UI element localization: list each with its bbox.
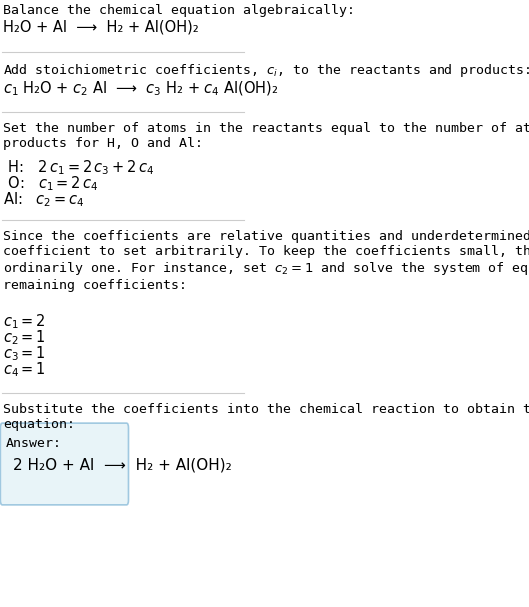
Text: Balance the chemical equation algebraically:: Balance the chemical equation algebraica… bbox=[3, 4, 355, 17]
Text: H₂O + Al  ⟶  H₂ + Al(OH)₂: H₂O + Al ⟶ H₂ + Al(OH)₂ bbox=[3, 20, 199, 35]
Text: Al:   $c_2 = c_4$: Al: $c_2 = c_4$ bbox=[3, 190, 85, 209]
Text: 2 H₂O + Al  ⟶  H₂ + Al(OH)₂: 2 H₂O + Al ⟶ H₂ + Al(OH)₂ bbox=[13, 458, 232, 473]
Text: $c_3 = 1$: $c_3 = 1$ bbox=[3, 344, 46, 363]
Text: $c_1 = 2$: $c_1 = 2$ bbox=[3, 312, 46, 331]
Text: H:   $2\,c_1 = 2\,c_3 + 2\,c_4$: H: $2\,c_1 = 2\,c_3 + 2\,c_4$ bbox=[3, 158, 154, 177]
FancyBboxPatch shape bbox=[1, 423, 129, 505]
Text: Answer:: Answer: bbox=[6, 437, 62, 450]
Text: $c_2 = 1$: $c_2 = 1$ bbox=[3, 328, 46, 347]
Text: Set the number of atoms in the reactants equal to the number of atoms in the
pro: Set the number of atoms in the reactants… bbox=[3, 122, 529, 150]
Text: O:   $c_1 = 2\,c_4$: O: $c_1 = 2\,c_4$ bbox=[3, 174, 98, 192]
Text: $c_1$ H₂O + $c_2$ Al  ⟶  $c_3$ H₂ + $c_4$ Al(OH)₂: $c_1$ H₂O + $c_2$ Al ⟶ $c_3$ H₂ + $c_4$ … bbox=[3, 80, 279, 98]
Text: Substitute the coefficients into the chemical reaction to obtain the balanced
eq: Substitute the coefficients into the che… bbox=[3, 403, 529, 431]
Text: Since the coefficients are relative quantities and underdetermined, choose a
coe: Since the coefficients are relative quan… bbox=[3, 230, 529, 293]
Text: Add stoichiometric coefficients, $c_i$, to the reactants and products:: Add stoichiometric coefficients, $c_i$, … bbox=[3, 62, 529, 79]
Text: $c_4 = 1$: $c_4 = 1$ bbox=[3, 360, 46, 379]
